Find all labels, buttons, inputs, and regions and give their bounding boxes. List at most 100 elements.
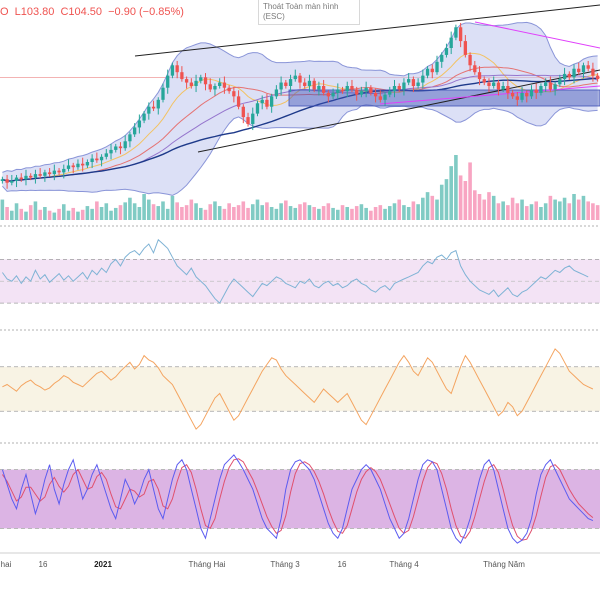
candle-body — [284, 82, 288, 86]
volume-bar — [454, 155, 458, 220]
candle-body — [227, 87, 231, 92]
volume-bar — [66, 210, 71, 220]
candle-body — [218, 82, 222, 86]
pane-separators[interactable] — [0, 225, 600, 554]
candle-body — [444, 48, 449, 55]
candle-body — [553, 84, 557, 90]
time-axis[interactable]: hai 16 2021 Tháng Hai Tháng 3 16 Tháng 4 Tháng … — [1, 560, 526, 569]
candle-body — [312, 80, 316, 90]
candle-body — [189, 82, 193, 86]
candle-body — [303, 82, 307, 86]
volume-bar — [378, 205, 383, 220]
volume-bar — [364, 207, 368, 220]
stochastic-pane[interactable] — [0, 454, 600, 544]
volume-bar — [458, 175, 463, 220]
volume-bar — [463, 181, 468, 220]
volume-bar — [156, 206, 161, 220]
fullscreen-exit-tooltip: Thoát Toàn màn hình (ESC) — [258, 0, 360, 25]
volume-bar — [567, 203, 572, 220]
time-tick-label: 16 — [39, 560, 48, 569]
candle-body — [373, 92, 378, 97]
candle-body — [534, 89, 538, 93]
volume-bar — [76, 211, 80, 220]
volume-bar — [147, 199, 151, 220]
candle-body — [47, 172, 52, 175]
candle-body — [525, 92, 529, 97]
candle-body — [421, 75, 425, 83]
volume-bar — [307, 205, 312, 220]
volume-bar — [411, 201, 416, 220]
volume-bar — [425, 192, 430, 220]
candle-body — [161, 87, 165, 100]
volume-bar — [118, 205, 123, 220]
stochastic-d-line — [1, 458, 594, 541]
candle-body — [388, 91, 392, 95]
tooltip-line-2: (ESC) — [263, 12, 285, 21]
volume-bar — [444, 179, 449, 220]
volume-bar — [28, 205, 33, 220]
volume-bar — [331, 207, 335, 220]
candle-body — [402, 82, 406, 90]
candle-body — [463, 41, 468, 55]
candle-body — [62, 168, 66, 173]
candle-body — [123, 141, 127, 149]
volume-bar — [402, 205, 406, 220]
candle-body — [407, 79, 411, 83]
candle-body — [104, 153, 108, 157]
candle-body — [364, 87, 368, 92]
volume-bar — [189, 199, 194, 220]
candle-body — [118, 146, 123, 149]
volume-bar — [430, 195, 435, 220]
volume-bar — [336, 209, 340, 220]
candle-body — [510, 92, 515, 97]
candle-body — [232, 91, 236, 97]
candle-body — [581, 65, 586, 73]
volume-bar — [524, 206, 529, 220]
candle-body — [137, 120, 142, 128]
channel-upper-line — [134, 4, 600, 57]
time-tick-label: Tháng Năm — [483, 560, 525, 569]
volume-bar — [161, 201, 165, 220]
candle-body — [458, 27, 463, 42]
support-zone-rect — [288, 89, 600, 107]
candle-body — [274, 89, 279, 97]
candle-body — [411, 79, 416, 86]
volume-bar — [515, 203, 520, 220]
volume-bar — [57, 208, 61, 220]
volume-bar — [80, 209, 85, 220]
candle-body — [166, 75, 170, 88]
candle-body — [321, 86, 326, 93]
candle-body — [142, 113, 146, 121]
price-pane[interactable] — [0, 4, 600, 196]
candle-body — [586, 65, 590, 69]
candle-body — [5, 179, 9, 183]
volume-bar — [477, 194, 482, 220]
volume-bar — [539, 207, 543, 220]
candle-body — [506, 86, 510, 93]
candle-body — [52, 170, 56, 175]
volume-bar — [71, 207, 76, 220]
candle-body — [156, 99, 160, 109]
candle-body — [345, 86, 349, 92]
candle-body — [539, 86, 543, 93]
cci-line — [2, 348, 594, 430]
candle-body — [383, 94, 387, 100]
rsi-pane[interactable] — [0, 238, 600, 304]
volume-bar — [520, 199, 524, 220]
volume-bar — [227, 203, 231, 220]
cci-pane[interactable] — [0, 348, 600, 430]
candle-body — [29, 175, 33, 178]
candle-body — [213, 86, 217, 90]
volume-bar — [203, 209, 208, 220]
candle-body — [90, 158, 94, 162]
volume-bar — [274, 208, 279, 220]
candle-body — [567, 73, 571, 78]
stochastic-k-line — [1, 454, 594, 544]
volume-bar — [473, 190, 477, 220]
candle-body — [430, 68, 434, 73]
volume-bar — [491, 195, 496, 220]
volume-bar — [529, 204, 534, 220]
candle-body — [501, 86, 505, 90]
candle-body — [355, 89, 359, 95]
